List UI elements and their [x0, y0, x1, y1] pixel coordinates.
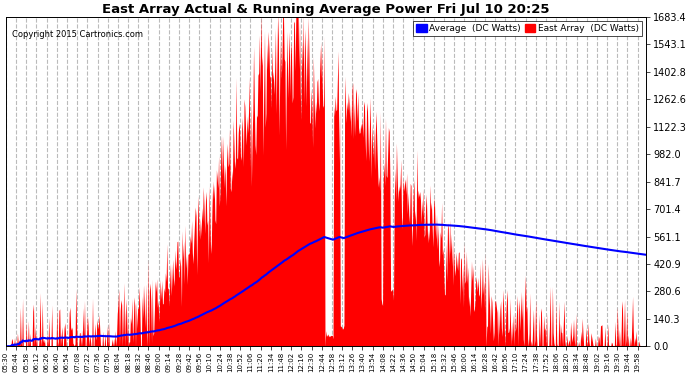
- Title: East Array Actual & Running Average Power Fri Jul 10 20:25: East Array Actual & Running Average Powe…: [102, 3, 550, 16]
- Legend: Average  (DC Watts), East Array  (DC Watts): Average (DC Watts), East Array (DC Watts…: [413, 21, 642, 36]
- Text: Copyright 2015 Cartronics.com: Copyright 2015 Cartronics.com: [12, 30, 144, 39]
